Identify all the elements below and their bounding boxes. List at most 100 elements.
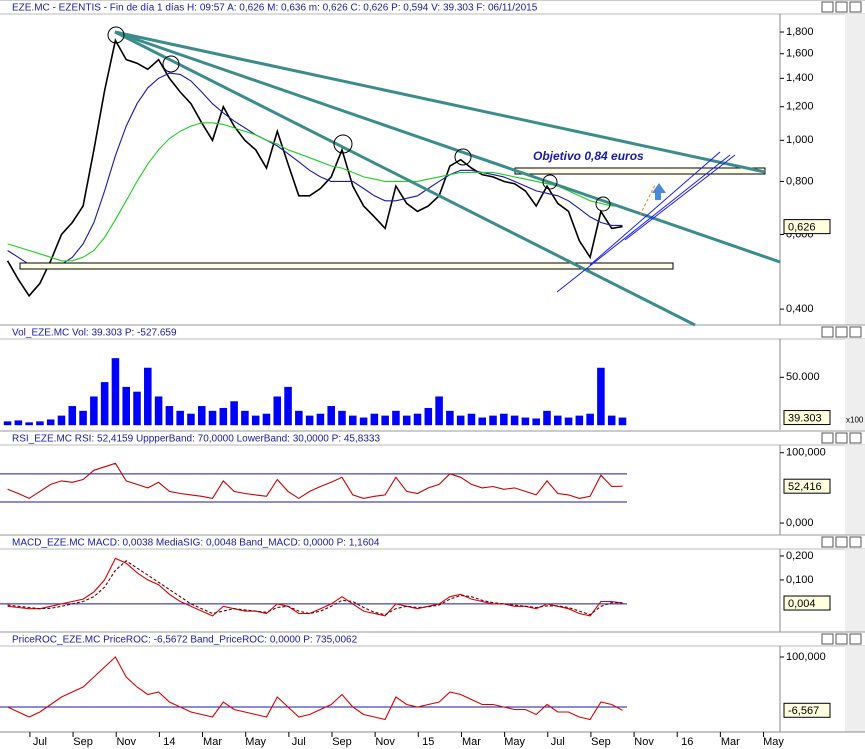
window-button[interactable] [849, 1, 862, 13]
peak-marker [162, 55, 180, 73]
window-button[interactable] [821, 326, 834, 338]
channel-line [589, 151, 721, 266]
window-button[interactable] [849, 536, 862, 548]
volume-bar [327, 406, 335, 426]
volume-bar [133, 391, 141, 426]
series-line [6, 38, 623, 298]
window-button[interactable] [835, 633, 848, 645]
x-tick-label: 15 [422, 736, 434, 748]
series-line [7, 72, 623, 269]
volume-bar [402, 415, 411, 426]
volume-bar [241, 410, 249, 426]
y-tick-label: 1,600 [786, 48, 814, 60]
volume-bar [36, 421, 44, 426]
trend-line [114, 30, 696, 327]
y-tick-label: 100,000 [786, 651, 826, 663]
side-strip [845, 646, 865, 732]
x-tick-label: Nov [634, 736, 654, 748]
volume-bar [111, 358, 120, 426]
side-strip [845, 549, 865, 632]
volume-bar [284, 386, 292, 426]
volume-bar [564, 417, 573, 426]
peak-marker [107, 26, 125, 44]
window-button[interactable] [821, 536, 834, 548]
volume-bar [165, 406, 174, 426]
trend-line [114, 30, 766, 174]
volume-bar [543, 410, 551, 426]
volume-bar [575, 415, 584, 426]
panel-title: MACD_EZE.MC MACD: 0,0038 MediaSIG: 0,004… [12, 538, 380, 549]
last-value-label: 39.303 [788, 412, 822, 424]
y-tick-label: 0,000 [786, 517, 814, 529]
y-tick-label: 0,100 [786, 574, 814, 586]
volume-bar [90, 396, 98, 426]
volume-bar [14, 420, 23, 426]
window-button[interactable] [849, 432, 862, 444]
volume-bar [316, 413, 325, 426]
volume-bar [381, 415, 389, 426]
volume-bar [305, 415, 314, 426]
panel-header [0, 535, 865, 549]
volume-bar [456, 415, 465, 426]
series-line [7, 122, 623, 262]
volume-bar [586, 413, 594, 426]
volume-bar [392, 410, 400, 426]
x-tick-label: Sep [591, 736, 611, 748]
up-arrow [652, 183, 666, 200]
volume-bar [435, 396, 443, 426]
trend-line [114, 30, 781, 264]
x-tick-label: Nov [375, 736, 395, 748]
volume-bar [187, 413, 195, 426]
series-line [7, 557, 623, 617]
window-button[interactable] [821, 432, 834, 444]
volume-bar [467, 413, 476, 426]
series-line [7, 462, 623, 500]
channel-line [556, 154, 731, 293]
volume-bar [521, 417, 530, 426]
x-tick-label: Jul [551, 736, 565, 748]
unit-note: x100 [846, 416, 864, 425]
volume-bar [197, 406, 206, 426]
side-strip [845, 445, 865, 535]
volume-bar [100, 382, 109, 426]
volume-bar [424, 407, 433, 426]
y-tick-label: 100,000 [786, 447, 826, 459]
y-tick-label: 1,800 [786, 26, 814, 38]
volume-bar [262, 413, 271, 426]
series-line [7, 656, 623, 721]
volume-bar [597, 367, 605, 426]
window-button[interactable] [835, 1, 848, 13]
window-button[interactable] [849, 326, 862, 338]
volume-bar [370, 413, 379, 426]
x-tick-label: Jul [33, 736, 47, 748]
volume-bar [144, 367, 152, 426]
volume-bar [68, 406, 77, 426]
window-button[interactable] [821, 633, 834, 645]
volume-bar [478, 417, 487, 426]
panel-header [0, 0, 865, 14]
x-tick-label: Mar [203, 736, 222, 748]
volume-bar [208, 410, 217, 426]
volume-bar [25, 422, 33, 426]
y-tick-label: 50.000 [786, 371, 820, 383]
window-button[interactable] [835, 536, 848, 548]
x-tick-label: May [245, 736, 266, 748]
panel-title: RSI_EZE.MC RSI: 52,4159 UppperBand: 70,0… [12, 434, 380, 445]
volume-bar [57, 415, 66, 426]
volume-bar [230, 401, 238, 426]
window-button[interactable] [849, 633, 862, 645]
peak-marker [595, 196, 611, 212]
panel-header [0, 632, 865, 646]
window-button[interactable] [835, 432, 848, 444]
volume-bar [553, 415, 562, 426]
projection [639, 184, 656, 216]
panel-header [0, 431, 865, 445]
window-button[interactable] [835, 326, 848, 338]
last-value-box [783, 410, 831, 426]
last-value-label: 52,416 [788, 481, 822, 493]
last-value-label: -6,567 [788, 705, 819, 717]
volume-bar [176, 410, 184, 426]
window-button[interactable] [821, 1, 834, 13]
series-line [7, 560, 623, 616]
